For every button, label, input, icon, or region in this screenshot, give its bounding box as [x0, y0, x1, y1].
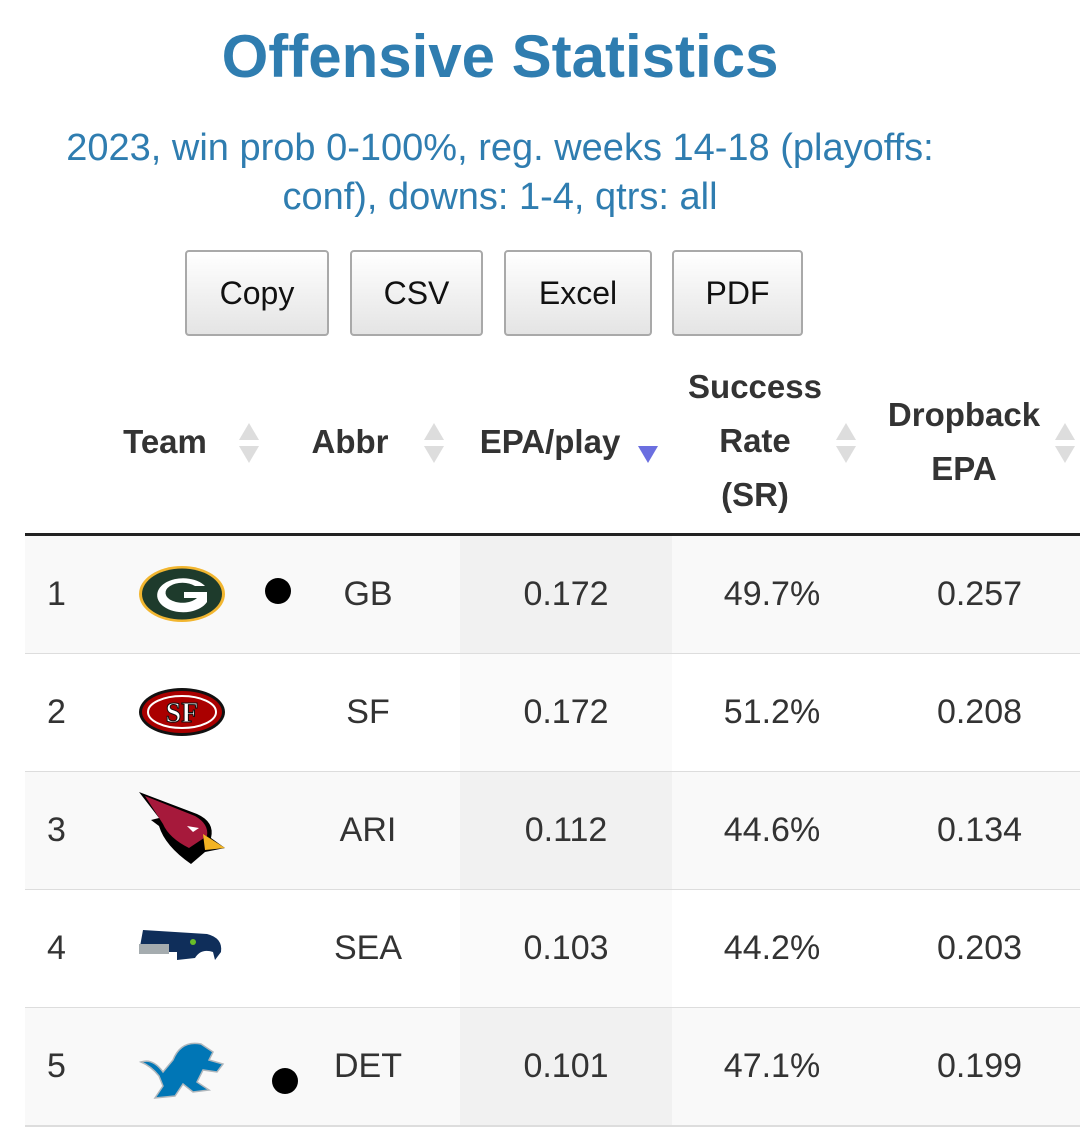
table-row[interactable]: 2 SF SF 0.172 51.2% 0.208: [25, 654, 1080, 773]
rank-cell: 5: [47, 1047, 66, 1085]
header-label: EPA: [931, 450, 997, 487]
header-label: Abbr: [311, 423, 389, 460]
header-label: (SR): [721, 476, 789, 513]
success-rate-cell: 44.6%: [723, 811, 821, 849]
header-divider: [25, 533, 1080, 536]
abbr-cell: ARI: [339, 811, 397, 849]
page-subtitle: 2023, win prob 0-100%, reg. weeks 14-18 …: [0, 124, 1000, 222]
abbr-cell: SEA: [333, 929, 403, 967]
sorted-column-shade: [460, 1008, 672, 1125]
table-row[interactable]: 4 SEA 0.103 44.2% 0.203: [25, 890, 1080, 1009]
success-rate-cell: 51.2%: [723, 693, 821, 731]
sorted-column-shade: [460, 654, 672, 771]
marker-dot-icon: [265, 578, 291, 604]
sort-both-icon[interactable]: [238, 421, 260, 465]
column-header-abbr[interactable]: Abbr: [290, 415, 410, 469]
epa-play-cell: 0.101: [523, 1047, 609, 1085]
header-label: Success: [688, 368, 822, 405]
header-label: EPA/play: [479, 423, 621, 460]
header-label: Rate: [719, 422, 791, 459]
page-title: Offensive Statistics: [221, 23, 779, 90]
epa-play-cell: 0.172: [523, 575, 609, 613]
sorted-column-shade: [460, 536, 672, 653]
dropback-epa-cell: 0.199: [936, 1047, 1023, 1085]
dropback-epa-cell: 0.203: [936, 929, 1023, 967]
abbr-cell: SF: [346, 693, 390, 731]
table-row[interactable]: 3 ARI 0.112 44.6% 0.134: [25, 772, 1080, 891]
abbr-cell: DET: [334, 1047, 402, 1085]
sort-both-icon[interactable]: [1054, 421, 1076, 465]
cardinals-logo: [137, 792, 227, 864]
rank-cell: 3: [47, 811, 66, 849]
column-header-epa-play[interactable]: EPA/play: [465, 415, 635, 469]
svg-text:SF: SF: [166, 698, 199, 729]
dropback-epa-cell: 0.134: [936, 811, 1023, 849]
epa-play-cell: 0.112: [524, 811, 608, 849]
49ers-logo: SF: [137, 682, 227, 742]
success-rate-cell: 44.2%: [723, 929, 821, 967]
rank-cell: 2: [47, 693, 66, 731]
column-header-dropback-epa[interactable]: Dropback EPA: [872, 388, 1056, 496]
table-row[interactable]: 5 DET 0.101 47.1% 0.199: [25, 1008, 1080, 1127]
success-rate-cell: 49.7%: [723, 575, 821, 613]
sorted-column-shade: [460, 772, 672, 889]
header-label: Dropback: [887, 396, 1041, 433]
marker-dot-icon: [272, 1068, 298, 1094]
sort-both-icon[interactable]: [835, 421, 857, 465]
packers-logo: [137, 564, 227, 624]
abbr-cell: GB: [343, 575, 393, 613]
column-header-success-rate[interactable]: Success Rate (SR): [672, 360, 838, 522]
dropback-epa-cell: 0.257: [936, 575, 1023, 613]
table-row[interactable]: 1 GB 0.172 49.7% 0.257: [25, 536, 1080, 655]
dropback-epa-cell: 0.208: [936, 693, 1023, 731]
sort-desc-icon[interactable]: [637, 421, 659, 465]
lions-logo: [137, 1036, 227, 1099]
sorted-column-shade: [460, 890, 672, 1007]
sort-both-icon[interactable]: [423, 421, 445, 465]
pdf-button[interactable]: PDF: [672, 250, 803, 336]
column-header-team[interactable]: Team: [100, 415, 230, 469]
epa-play-cell: 0.172: [523, 693, 609, 731]
seahawks-logo: [137, 918, 227, 978]
success-rate-cell: 47.1%: [723, 1047, 821, 1085]
subtitle-line-2: conf), downs: 1-4, qtrs: all: [282, 176, 718, 218]
rank-cell: 4: [47, 929, 66, 967]
rank-cell: 1: [47, 575, 66, 613]
csv-button[interactable]: CSV: [350, 250, 483, 336]
copy-button[interactable]: Copy: [185, 250, 329, 336]
header-label: Team: [123, 423, 207, 460]
excel-button[interactable]: Excel: [504, 250, 652, 336]
subtitle-line-1: 2023, win prob 0-100%, reg. weeks 14-18 …: [66, 127, 934, 169]
epa-play-cell: 0.103: [523, 929, 609, 967]
